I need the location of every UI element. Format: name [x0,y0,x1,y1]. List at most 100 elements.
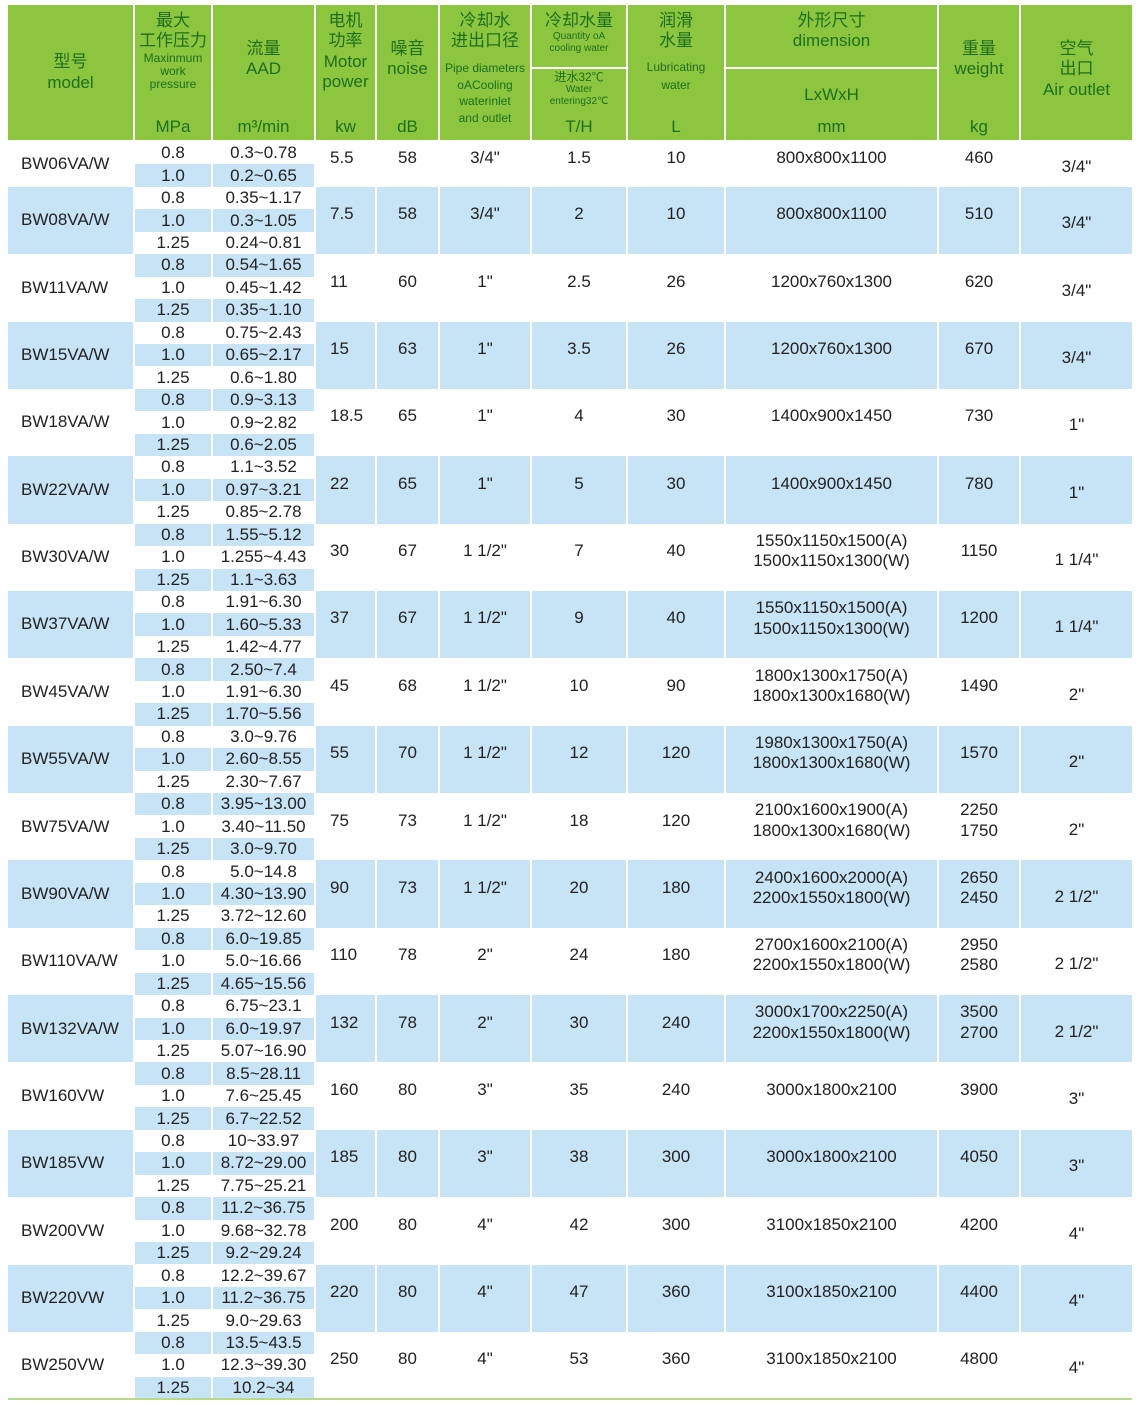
value-noise: 80 [398,1079,417,1099]
value-power: 7.5 [330,204,354,224]
cell-noise: 80 [377,1264,440,1332]
cell-flow: 3.72~12.60 [213,905,316,928]
cell-flow: 0.54~1.65 [213,254,316,277]
value-pipe: 1 1/2" [463,541,507,561]
cell-lub: 360 [628,1331,726,1400]
cell-noise: 65 [377,388,440,457]
table-row: BW30VA/W 30 67 1 1/2" 7 40 1550x1150x1500(A) 1… [8,523,1132,591]
cell-pressure: 0.8 [135,388,213,412]
value-air: 2" [1068,752,1085,772]
cell-pressure: 0.8 [135,1129,213,1153]
table-row: BW55VA/W 55 70 1 1/2" 12 120 1980x1300x1750(A)… [8,725,1132,794]
value-model: BW132VA/W [21,1018,119,1038]
value-power: 37 [330,608,349,628]
value-weight: 510 [964,204,994,224]
cell-noise: 78 [377,995,440,1063]
header-dim-bottom: LxWxH [726,85,937,105]
cell-pipe: 1" [440,254,532,322]
cell-flow: 8.5~28.11 [213,1062,316,1085]
value-model: BW45VA/W [21,681,110,701]
value-water: 4 [574,406,584,426]
value-pipe: 3/4" [470,204,500,224]
cell-water: 2 [532,186,628,255]
cell-dim: 800x800x1100 [726,142,939,187]
cell-pressure: 0.8 [135,927,213,951]
value-model: BW08VA/W [21,210,110,230]
value-weight: 620 [964,271,994,291]
cell-pressure: 1.25 [135,1376,213,1400]
cell-model: BW185VW [8,1129,135,1198]
header-pressure-en: Maxinmum work pressure [143,50,203,92]
value-pipe: 1 1/2" [463,743,507,763]
cell-pressure: 1.0 [135,1017,213,1040]
value-dim: 800x800x1100 [776,204,887,224]
cell-dim: 3000x1800x2100 [726,1129,939,1198]
value-lub: 360 [661,1281,691,1301]
cell-air: 4" [1021,1264,1132,1332]
value-air: 1 1/4" [1054,550,1099,570]
table-row: BW75VA/W 75 73 1 1/2" 18 120 2100x1600x1900(A)… [8,793,1132,861]
cell-lub: 10 [628,142,726,187]
header-dim-divider [726,67,937,69]
value-water: 38 [569,1147,589,1167]
value-weight: 4400 [960,1281,998,1301]
cell-pipe: 1 1/2" [440,725,532,794]
cell-pressure: 1.0 [135,1152,213,1175]
value-air: 2" [1068,819,1085,839]
value-air: 3" [1068,1088,1085,1108]
value-water: 7 [574,541,584,561]
cell-power: 90 [316,860,377,928]
header-weight-cn: 重量 [962,39,996,58]
value-model: BW90VA/W [21,883,110,903]
cell-lub: 180 [628,860,726,928]
cell-air: 1" [1021,456,1132,524]
cell-flow: 0.35~1.10 [213,299,316,322]
cell-pipe: 3" [440,1129,532,1198]
cell-air: 2" [1021,793,1132,861]
cell-flow: 6.75~23.1 [213,995,316,1018]
value-water: 35 [569,1079,589,1099]
cell-air: 3/4" [1021,142,1132,187]
cell-flow: 3.0~9.76 [213,725,316,749]
cell-weight: 1200 [939,591,1021,659]
value-pipe: 3" [477,1079,493,1099]
cell-dim: 3000x1700x2250(A) 2200x1550x1800(W) [726,995,939,1063]
value-dim: 1550x1150x1500(A) 1500x1150x1300(W) [753,530,910,571]
value-power: 11 [330,271,348,291]
cell-flow: 3.95~13.00 [213,793,316,816]
value-lub: 40 [666,541,686,561]
cell-dim: 3100x1850x2100 [726,1264,939,1332]
cell-pressure: 0.8 [135,725,213,749]
cell-pressure: 1.0 [135,1219,213,1242]
cell-power: 75 [316,793,377,861]
value-pipe: 1 1/2" [463,810,507,830]
cell-noise: 80 [377,1129,440,1198]
cell-lub: 30 [628,388,726,457]
value-lub: 40 [666,608,686,628]
cell-dim: 1800x1300x1750(A) 1800x1300x1680(W) [726,658,939,726]
cell-water: 2.5 [532,254,628,322]
table-row: BW185VW 185 80 3" 38 300 3000x1800x2100 4050 3" 0… [8,1129,1132,1198]
value-air: 2 1/2" [1054,1021,1099,1041]
value-weight: 3900 [960,1079,998,1099]
cell-lub: 300 [628,1197,726,1265]
cell-noise: 80 [377,1062,440,1130]
table-row: BW22VA/W 22 65 1" 5 30 1400x900x1450 780 1" 0.8 1.… [8,456,1132,524]
cell-weight: 510 [939,186,1021,255]
header-weight-unit: kg [970,116,988,136]
cell-flow: 3.40~11.50 [213,815,316,838]
cell-air: 2" [1021,658,1132,726]
value-weight: 670 [964,339,994,359]
cell-dim: 800x800x1100 [726,186,939,255]
cell-pressure: 1.25 [135,837,213,861]
cell-noise: 73 [377,793,440,861]
cell-pipe: 4" [440,1197,532,1265]
value-weight: 1150 [960,541,998,561]
cell-pipe: 1 1/2" [440,591,532,659]
value-weight: 2950 2580 [960,935,998,975]
cell-noise: 67 [377,591,440,659]
value-air: 1" [1068,415,1085,435]
value-power: 132 [330,1012,359,1032]
cell-power: 37 [316,591,377,659]
cell-weight: 2950 2580 [939,927,1021,996]
